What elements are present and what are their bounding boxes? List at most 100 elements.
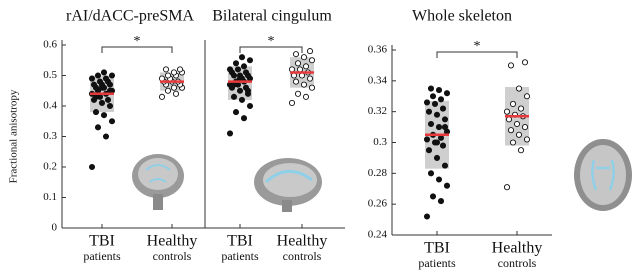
data-point <box>233 61 238 66</box>
data-point <box>524 94 529 99</box>
data-point <box>97 79 102 84</box>
data-point <box>99 100 104 105</box>
figure: rAI/dACC-preSMAFractional anisotropy00.1… <box>0 0 637 271</box>
data-point <box>438 198 443 203</box>
data-point <box>510 101 515 106</box>
data-point <box>428 171 433 176</box>
data-point <box>428 121 433 126</box>
data-point <box>434 112 439 117</box>
data-point <box>432 101 437 106</box>
brain-coronal <box>132 154 184 210</box>
y-tick-label: 0.4 <box>43 100 57 112</box>
data-point <box>303 64 308 69</box>
y-tick-label: 0.26 <box>368 198 388 210</box>
data-point <box>436 87 441 92</box>
data-point <box>444 183 449 188</box>
data-point <box>241 64 246 69</box>
data-point <box>295 61 300 66</box>
data-point <box>289 100 294 105</box>
data-point <box>424 137 429 142</box>
data-point <box>424 100 429 105</box>
data-point <box>245 88 250 93</box>
data-point <box>516 132 521 137</box>
panel-title: Whole skeleton <box>412 8 512 25</box>
data-point <box>440 106 445 111</box>
data-point <box>522 60 527 65</box>
data-point <box>163 67 168 72</box>
y-tick-label: 0.6 <box>43 39 57 51</box>
data-point <box>295 91 300 96</box>
x-tick-label: controls <box>153 249 192 263</box>
data-point <box>237 88 242 93</box>
y-tick-label: 0.24 <box>368 229 388 241</box>
x-tick-label: Healthy <box>277 233 328 250</box>
data-point <box>101 70 106 75</box>
data-point <box>514 121 519 126</box>
data-point <box>227 67 232 72</box>
y-tick-label: 0.34 <box>368 74 388 86</box>
data-point <box>442 124 447 129</box>
data-point <box>247 103 252 108</box>
data-point <box>518 106 523 111</box>
data-point <box>307 49 312 54</box>
data-point <box>522 124 527 129</box>
data-point <box>434 140 439 145</box>
data-point <box>424 214 429 219</box>
x-tick-label: controls <box>498 256 537 270</box>
data-point <box>428 86 433 91</box>
data-point <box>442 117 447 122</box>
data-point <box>440 143 445 148</box>
data-point <box>159 94 164 99</box>
y-tick-label: 0.3 <box>43 130 57 142</box>
data-point <box>301 55 306 60</box>
data-point <box>438 135 443 140</box>
panel-title: Bilateral cingulum <box>212 8 332 25</box>
x-tick-label: TBI <box>89 233 115 250</box>
x-tick-label: TBI <box>227 233 253 250</box>
x-tick-label: controls <box>283 249 322 263</box>
data-point <box>89 164 94 169</box>
data-point <box>235 67 240 72</box>
y-tick-label: 0 <box>52 222 58 234</box>
panel: Whole skeleton0.240.260.280.30.320.340.3… <box>368 8 552 270</box>
data-point <box>233 110 238 115</box>
data-point <box>101 113 106 118</box>
data-point <box>524 137 529 142</box>
data-point <box>247 58 252 63</box>
data-point <box>171 70 176 75</box>
data-point <box>504 109 509 114</box>
y-tick-label: 0.28 <box>368 167 388 179</box>
data-point <box>239 97 244 102</box>
data-point <box>103 134 108 139</box>
data-point <box>95 125 100 130</box>
data-point <box>436 177 441 182</box>
y-tick-label: 0.5 <box>43 69 57 81</box>
data-point <box>109 119 114 124</box>
x-tick-label: patients <box>221 249 259 263</box>
data-point <box>442 163 447 168</box>
data-point <box>105 97 110 102</box>
data-point <box>241 116 246 121</box>
data-point <box>426 148 431 153</box>
data-point <box>430 94 435 99</box>
y-tick-label: 0.32 <box>368 105 387 117</box>
y-tick-label: 0.2 <box>43 161 57 173</box>
data-point <box>518 148 523 153</box>
data-point <box>504 185 509 190</box>
data-point <box>109 73 114 78</box>
x-tick-label: Healthy <box>147 233 198 250</box>
data-point <box>171 85 176 90</box>
y-axis-label: Fractional anisotropy <box>8 89 20 183</box>
significance-star: * <box>134 34 141 49</box>
data-point <box>173 91 178 96</box>
data-point <box>227 131 232 136</box>
data-point <box>91 82 96 87</box>
data-point <box>436 124 441 129</box>
data-point <box>293 79 298 84</box>
data-point <box>103 76 108 81</box>
data-point <box>510 140 515 145</box>
x-tick-label: Healthy <box>492 240 543 257</box>
data-point <box>93 110 98 115</box>
